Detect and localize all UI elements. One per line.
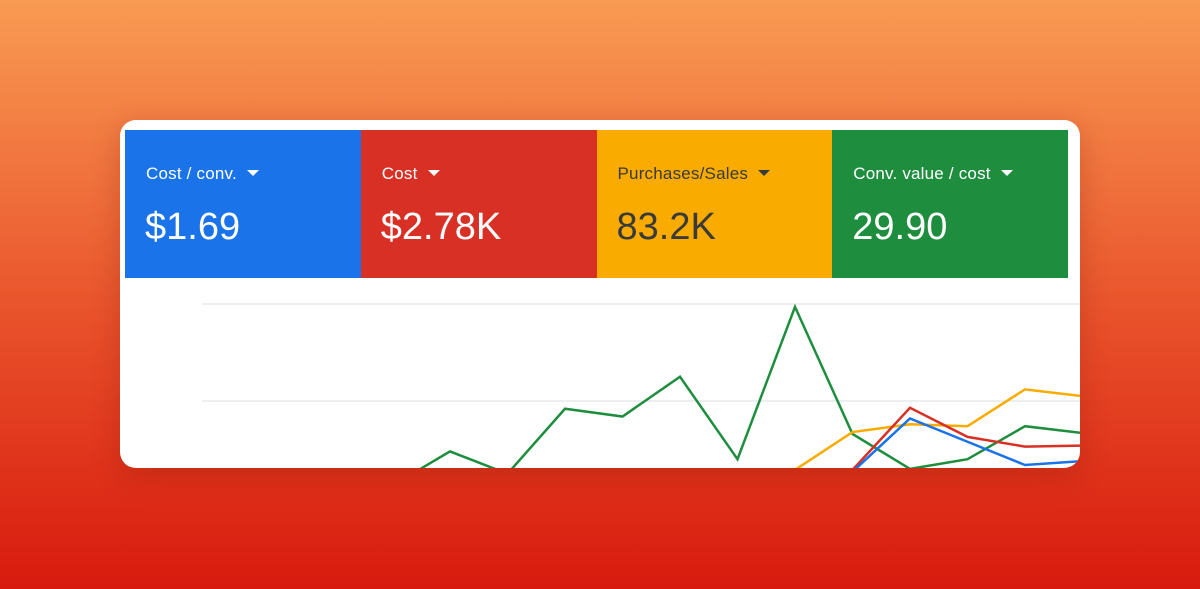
metric-value: 29.90 [852, 206, 948, 248]
metric-label-text: Cost [381, 164, 418, 183]
metric-label-text: Purchases/Sales [617, 164, 749, 183]
series-line [795, 388, 1080, 468]
metrics-card: Cost / conv. $1.69 Cost $2.78K Purchases/Sal… [120, 120, 1080, 468]
metric-label: Cost / conv. [146, 164, 259, 184]
metric-value: 83.2K [616, 206, 716, 248]
dropdown-caret [758, 170, 771, 176]
metric-tile[interactable]: Conv. value / cost 29.90 [832, 130, 1069, 278]
series-line [419, 303, 1080, 468]
series-line [854, 417, 1080, 468]
dropdown-caret [427, 170, 440, 176]
metric-label: Purchases/Sales [618, 164, 771, 184]
metric-tile[interactable]: Purchases/Sales 83.2K [596, 130, 833, 278]
dropdown-caret [1000, 170, 1013, 176]
metric-label-text: Cost / conv. [146, 164, 237, 183]
series-line [852, 406, 1080, 468]
chart [202, 303, 1080, 468]
metric-label-text: Conv. value / cost [853, 164, 991, 183]
dropdown-caret [246, 170, 259, 176]
plot [202, 303, 1080, 468]
metric-tile[interactable]: Cost / conv. $1.69 [125, 130, 361, 278]
metric-value: $2.78K [380, 206, 502, 248]
metric-tile[interactable]: Cost $2.78K [360, 130, 597, 278]
metric-label: Conv. value / cost [853, 164, 1013, 184]
metric-label: Cost [382, 164, 440, 184]
metric-value: $1.69 [145, 206, 241, 248]
